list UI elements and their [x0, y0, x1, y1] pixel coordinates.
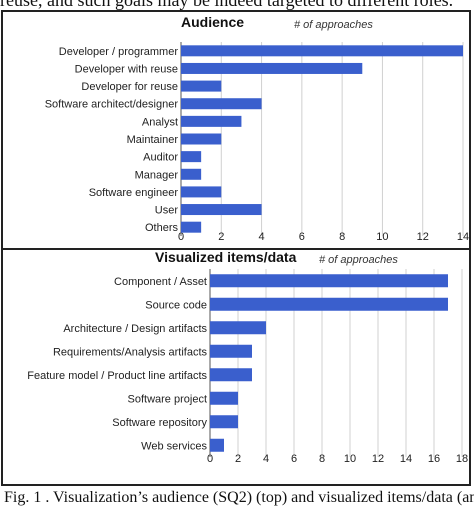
- category-label: Software project: [128, 393, 207, 405]
- bar-items: [210, 368, 252, 382]
- bar-items: [210, 415, 238, 429]
- category-label: Maintainer: [127, 134, 179, 146]
- bar-audience: [181, 204, 262, 216]
- bar-items: [210, 344, 252, 358]
- x-tick-label: 12: [417, 231, 429, 243]
- x-tick-label: 2: [235, 453, 241, 465]
- x-tick-label: 0: [178, 231, 184, 243]
- x-tick-label: 18: [456, 453, 468, 465]
- bar-audience: [181, 168, 202, 180]
- x-tick-label: 8: [319, 453, 325, 465]
- bar-audience: [181, 133, 222, 145]
- category-label: Software engineer: [89, 187, 179, 199]
- audience-chart: 0 2 4 6 8 10 12 14 Audience # of approaches Develo…: [45, 14, 469, 243]
- category-label: Developer for reuse: [81, 81, 178, 93]
- x-tick-label: 10: [344, 453, 356, 465]
- bar-items: [210, 438, 224, 452]
- x-tick-label: 12: [372, 453, 384, 465]
- category-label: Developer with reuse: [75, 63, 178, 75]
- x-tick-label: 8: [339, 231, 345, 243]
- audience-chart-panel: 0 2 4 6 8 10 12 14 Audience # of approaches Develo…: [1, 10, 471, 250]
- visualized-items-chart-panel: 0 2 4 6 8 10 12 14 16 18 Visualized items/data # of…: [1, 248, 471, 486]
- value-axis-label: # of approaches: [294, 19, 373, 31]
- category-label: Developer / programmer: [59, 46, 179, 58]
- category-label: Feature model / Product line artifacts: [27, 370, 207, 382]
- x-tick-label: 2: [218, 231, 224, 243]
- x-tick-label: 14: [457, 231, 469, 243]
- category-label: Analyst: [142, 116, 178, 128]
- bar-audience: [181, 151, 202, 163]
- category-label: Software architect/designer: [45, 99, 179, 111]
- bar-items: [210, 297, 448, 311]
- x-tick-label: 6: [299, 231, 305, 243]
- bar-items: [210, 391, 238, 405]
- category-label: Architecture / Design artifacts: [63, 323, 207, 335]
- category-label: User: [155, 205, 179, 217]
- category-label: Software repository: [112, 417, 207, 429]
- visualized-items-chart: 0 2 4 6 8 10 12 14 16 18 Visualized items/data # of…: [27, 250, 468, 465]
- category-label: Web services: [141, 440, 207, 452]
- bar-audience: [181, 62, 363, 74]
- figure-caption: Fig. 1 . Visualization’s audience (SQ2) …: [4, 489, 474, 506]
- category-label: Manager: [135, 169, 179, 181]
- bar-audience: [181, 45, 463, 57]
- x-tick-label: 16: [428, 453, 440, 465]
- bar-items: [210, 321, 266, 335]
- category-label: Requirements/Analysis artifacts: [53, 346, 208, 358]
- category-label: Auditor: [143, 152, 178, 164]
- bar-items: [210, 274, 448, 288]
- bar-audience: [181, 186, 222, 198]
- bar-audience: [181, 115, 242, 127]
- bar-audience: [181, 80, 222, 92]
- x-tick-label: 6: [291, 453, 297, 465]
- chart-title: Audience: [181, 14, 244, 30]
- x-tick-label: 0: [207, 453, 213, 465]
- x-tick-label: 4: [263, 453, 269, 465]
- chart-title: Visualized items/data: [155, 250, 297, 265]
- value-axis-label: # of approaches: [319, 254, 398, 266]
- page-top-text: reuse, and such goals may be indeed targ…: [0, 0, 454, 10]
- bar-audience: [181, 98, 262, 110]
- bar-audience: [181, 221, 202, 233]
- x-tick-label: 4: [259, 231, 265, 243]
- category-label: Others: [145, 222, 179, 234]
- category-label: Component / Asset: [114, 276, 207, 288]
- x-tick-label: 14: [400, 453, 412, 465]
- x-tick-label: 10: [376, 231, 388, 243]
- category-label: Source code: [145, 299, 207, 311]
